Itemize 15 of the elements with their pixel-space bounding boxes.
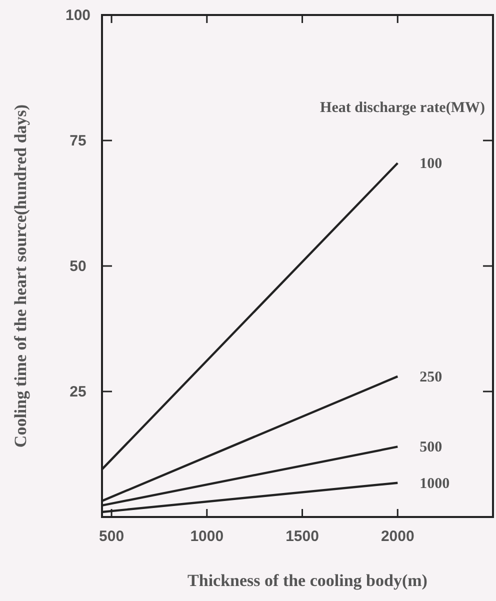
y-axis-title: Cooling time of the heart source(hundred days) <box>11 104 30 448</box>
x-tick-label: 2000 <box>380 528 414 545</box>
series-label: 250 <box>420 369 442 386</box>
y-tick-label: 75 <box>70 132 86 150</box>
x-tick-label: 500 <box>99 528 124 545</box>
series-label: 1000 <box>420 476 450 492</box>
series-label: 500 <box>420 440 442 456</box>
legend-title: Heat discharge rate(MW) <box>320 100 485 116</box>
y-tick-label: 25 <box>70 384 86 400</box>
x-tick-label: 1000 <box>190 528 224 545</box>
x-axis-title: Thickness of the cooling body(m) <box>188 571 428 590</box>
x-tick-label: 1500 <box>286 528 319 545</box>
y-tick-label: 100 <box>65 7 91 24</box>
y-tick-label: 50 <box>70 258 86 275</box>
series-label: 100 <box>420 156 442 172</box>
